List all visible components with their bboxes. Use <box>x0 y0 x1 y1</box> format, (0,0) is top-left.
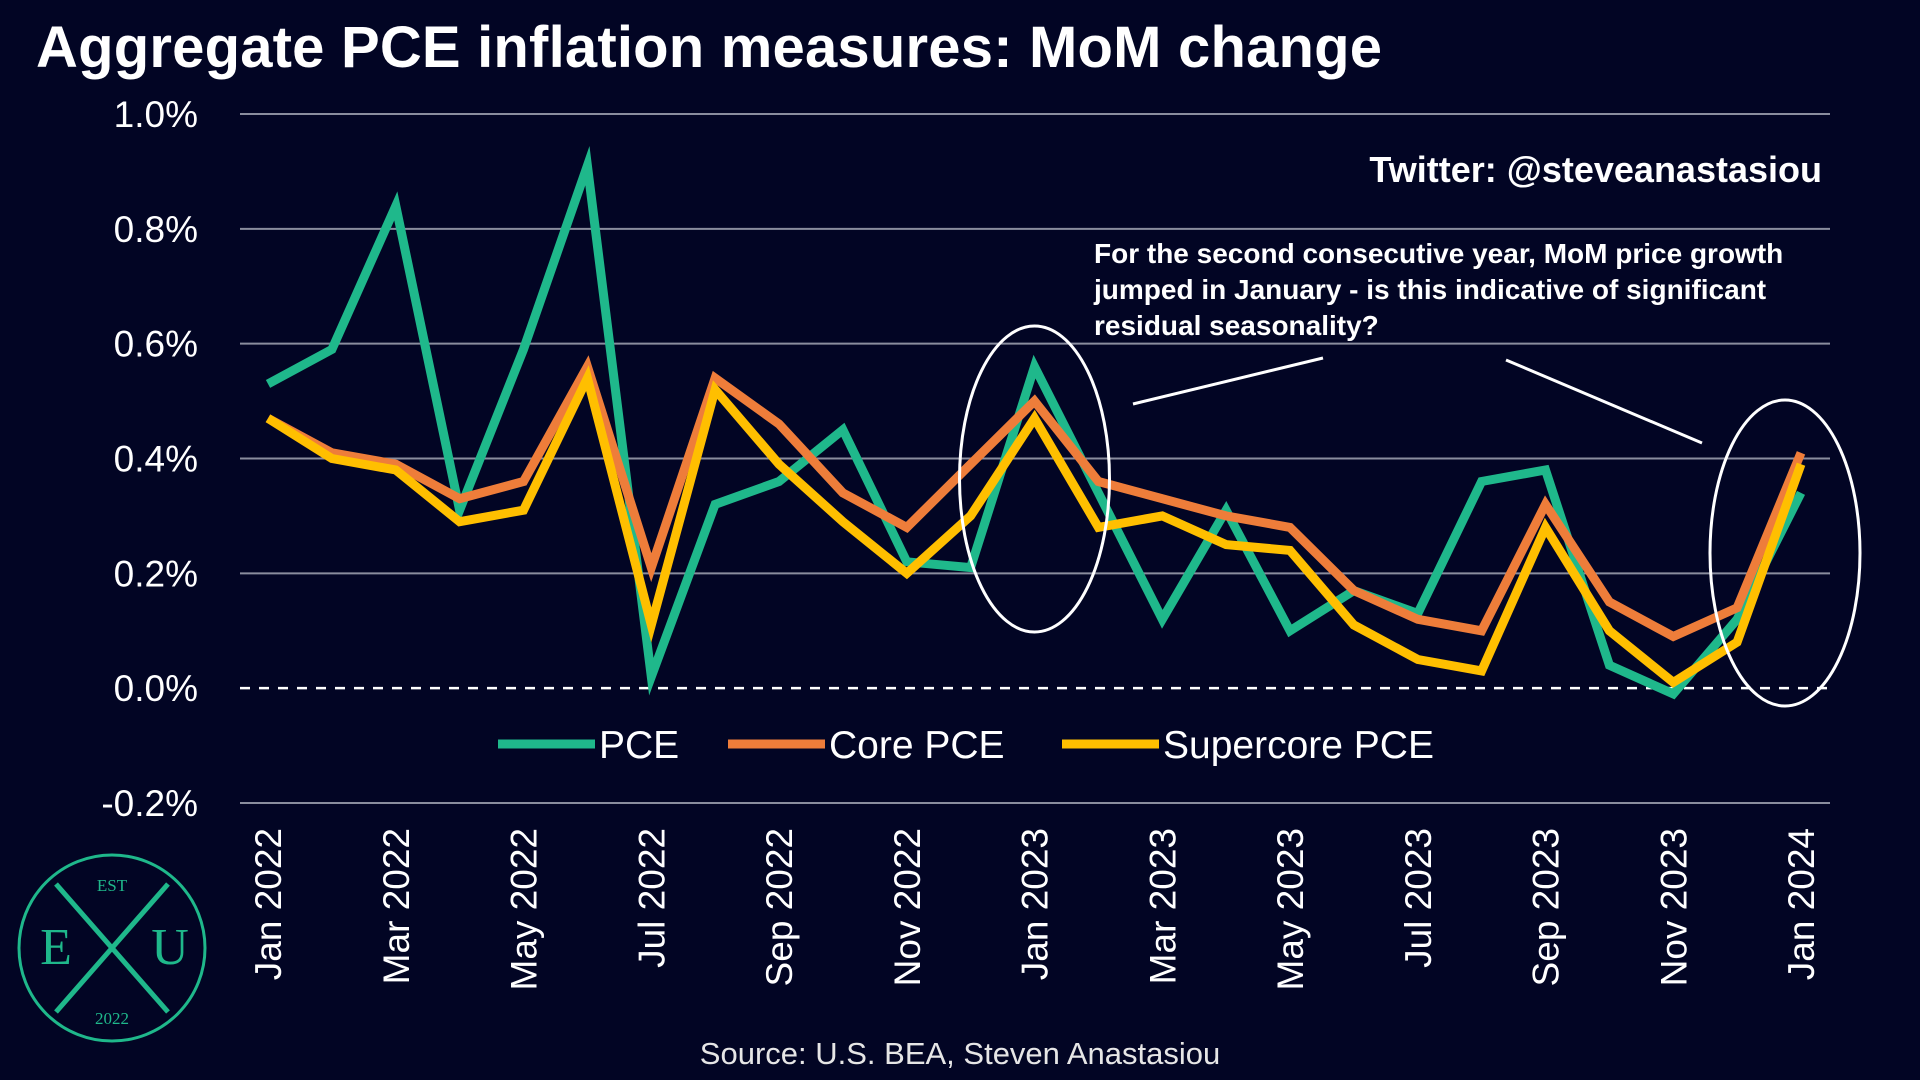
svg-text:2022: 2022 <box>95 1009 129 1028</box>
annotation-line: residual seasonality? <box>1094 310 1379 341</box>
x-tick-label: Jan 2023 <box>1015 828 1056 980</box>
x-tick-label: Nov 2022 <box>887 828 928 986</box>
y-tick-label: 0.0% <box>114 668 198 709</box>
chart-title: Aggregate PCE inflation measures: MoM ch… <box>36 15 1383 80</box>
x-tick-label: Jan 2022 <box>248 828 289 980</box>
x-tick-label: Jan 2024 <box>1781 828 1822 980</box>
x-tick-label: Nov 2023 <box>1653 828 1694 986</box>
y-tick-label: 0.2% <box>114 553 198 594</box>
y-tick-labels: -0.2% 0.0% 0.2% 0.4% 0.6% 0.8% 1.0% <box>101 94 198 824</box>
x-tick-label: Mar 2022 <box>376 828 417 984</box>
annotation-line: jumped in January - is this indicative o… <box>1093 274 1766 305</box>
grid-lines <box>240 113 1830 804</box>
y-tick-label: -0.2% <box>101 783 198 824</box>
series-line-supercore-pce <box>265 365 1806 688</box>
exu-logo: EST E U 2022 <box>17 853 207 1043</box>
x-tick-labels: Jan 2022 Mar 2022 May 2022 Jul 2022 Sep 2022… <box>248 828 1822 991</box>
series-line-core-pce <box>265 355 1806 642</box>
annotation-line: For the second consecutive year, MoM pri… <box>1094 238 1783 269</box>
annotation-pointer-left <box>1132 356 1324 406</box>
x-tick-label: Jul 2022 <box>631 828 672 968</box>
x-tick-label: Jul 2023 <box>1398 828 1439 968</box>
series-line-pce <box>265 146 1806 700</box>
y-tick-label: 0.4% <box>114 439 198 480</box>
svg-text:E: E <box>40 919 72 976</box>
x-tick-label: May 2023 <box>1270 828 1311 991</box>
highlight-ellipses <box>958 324 1862 708</box>
legend-label: PCE <box>599 724 679 767</box>
y-tick-label: 1.0% <box>114 94 198 135</box>
twitter-handle: Twitter: @steveanastasiou <box>1369 149 1822 190</box>
x-tick-label: May 2022 <box>504 828 545 991</box>
y-tick-label: 0.8% <box>114 209 198 250</box>
svg-text:U: U <box>151 919 189 976</box>
legend-label: Supercore PCE <box>1163 724 1434 767</box>
y-tick-label: 0.6% <box>114 324 198 365</box>
highlight-ellipse <box>958 324 1111 634</box>
legend: PCE Core PCE Supercore PCE <box>498 724 1434 767</box>
x-tick-label: Mar 2023 <box>1142 828 1183 984</box>
annotation: For the second consecutive year, MoM pri… <box>1093 238 1783 341</box>
highlight-ellipse <box>1708 398 1862 708</box>
series-lines <box>265 146 1806 700</box>
svg-text:EST: EST <box>97 876 128 895</box>
source-note: Source: U.S. BEA, Steven Anastasiou <box>699 1036 1221 1071</box>
x-tick-label: Sep 2022 <box>759 828 800 986</box>
x-tick-label: Sep 2023 <box>1526 828 1567 986</box>
annotation-pointer-right <box>1505 358 1703 445</box>
legend-label: Core PCE <box>829 724 1005 767</box>
